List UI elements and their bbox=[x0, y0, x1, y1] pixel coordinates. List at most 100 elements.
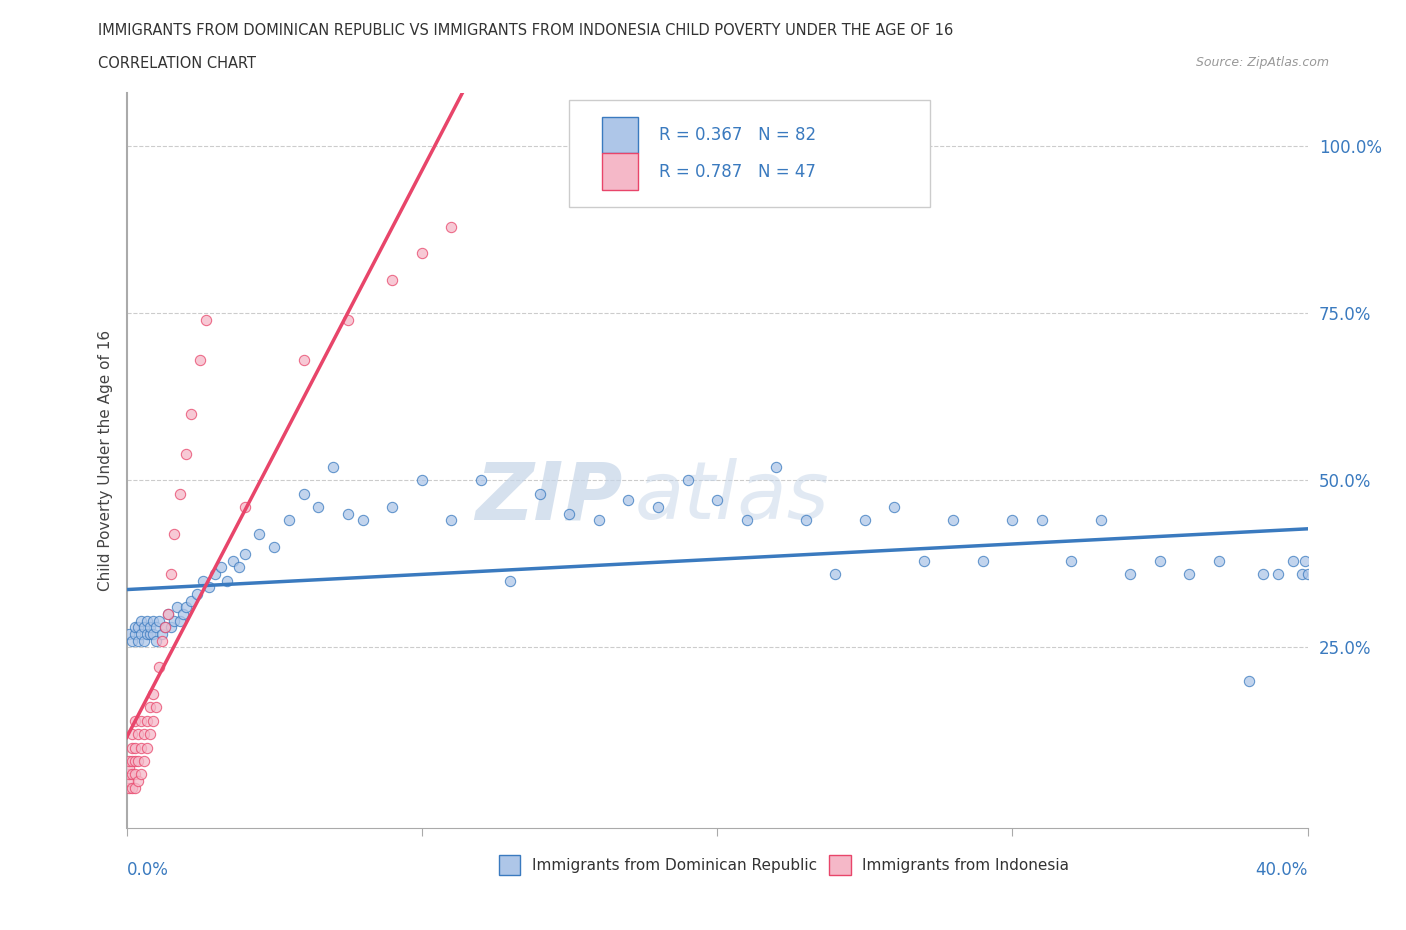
Point bbox=[118, 780, 141, 795]
Point bbox=[118, 627, 141, 642]
Point bbox=[706, 493, 728, 508]
Point bbox=[1253, 566, 1275, 581]
Point bbox=[381, 499, 404, 514]
Point bbox=[204, 566, 226, 581]
Point bbox=[1060, 553, 1083, 568]
Point bbox=[1149, 553, 1171, 568]
Point bbox=[1237, 673, 1260, 688]
Point bbox=[150, 627, 173, 642]
Point bbox=[352, 513, 374, 528]
Point bbox=[156, 606, 179, 621]
Point bbox=[134, 726, 156, 741]
Point bbox=[139, 627, 162, 642]
Point bbox=[322, 459, 344, 474]
Point bbox=[381, 272, 404, 287]
Point bbox=[139, 726, 162, 741]
Point bbox=[118, 774, 141, 789]
Point bbox=[136, 627, 159, 642]
Point bbox=[228, 560, 250, 575]
Point bbox=[134, 753, 156, 768]
Point bbox=[1001, 513, 1024, 528]
Point bbox=[153, 620, 176, 635]
Point bbox=[118, 760, 141, 775]
Point bbox=[233, 499, 256, 514]
Point bbox=[794, 513, 817, 528]
Point bbox=[195, 312, 218, 327]
Point bbox=[180, 593, 202, 608]
Point bbox=[124, 753, 146, 768]
Point bbox=[222, 553, 245, 568]
Point bbox=[169, 486, 191, 501]
Point bbox=[588, 513, 610, 528]
Text: Immigrants from Indonesia: Immigrants from Indonesia bbox=[862, 857, 1070, 872]
Point bbox=[169, 613, 191, 628]
Point bbox=[617, 493, 640, 508]
Point bbox=[121, 753, 143, 768]
Point bbox=[180, 406, 202, 421]
Point bbox=[233, 547, 256, 562]
Point bbox=[160, 620, 183, 635]
Point bbox=[148, 660, 170, 675]
Point bbox=[411, 246, 433, 260]
Point bbox=[163, 526, 186, 541]
Text: Immigrants from Dominican Republic: Immigrants from Dominican Republic bbox=[531, 857, 817, 872]
Point bbox=[186, 587, 208, 602]
Bar bbox=[830, 855, 851, 875]
Point bbox=[1119, 566, 1142, 581]
Text: Source: ZipAtlas.com: Source: ZipAtlas.com bbox=[1195, 56, 1329, 69]
Point bbox=[1208, 553, 1230, 568]
Point bbox=[127, 774, 149, 789]
Point bbox=[308, 499, 330, 514]
Point bbox=[292, 486, 315, 501]
Point bbox=[912, 553, 935, 568]
Point bbox=[136, 613, 159, 628]
Point bbox=[249, 526, 271, 541]
Text: R = 0.367   N = 82: R = 0.367 N = 82 bbox=[659, 126, 817, 144]
Point bbox=[972, 553, 994, 568]
Point bbox=[121, 633, 143, 648]
Point bbox=[647, 499, 669, 514]
Point bbox=[411, 473, 433, 488]
Point bbox=[129, 713, 153, 728]
Text: 40.0%: 40.0% bbox=[1256, 861, 1308, 879]
Text: R = 0.787   N = 47: R = 0.787 N = 47 bbox=[659, 163, 815, 180]
Point bbox=[440, 513, 463, 528]
Point bbox=[765, 459, 787, 474]
Point bbox=[215, 573, 238, 588]
Point bbox=[337, 312, 360, 327]
Point bbox=[529, 486, 551, 501]
Point bbox=[127, 726, 149, 741]
Point bbox=[1178, 566, 1201, 581]
Point bbox=[174, 600, 197, 615]
Point bbox=[1296, 566, 1319, 581]
Bar bbox=[603, 153, 638, 190]
Point bbox=[172, 606, 194, 621]
Point bbox=[142, 627, 165, 642]
Point bbox=[440, 219, 463, 234]
Point bbox=[1282, 553, 1305, 568]
Point bbox=[209, 560, 232, 575]
Point bbox=[156, 606, 179, 621]
Point bbox=[150, 633, 173, 648]
Point bbox=[145, 633, 167, 648]
Text: CORRELATION CHART: CORRELATION CHART bbox=[98, 56, 256, 71]
Point bbox=[166, 600, 188, 615]
Point bbox=[139, 700, 162, 715]
Point bbox=[145, 620, 167, 635]
Point bbox=[174, 446, 197, 461]
Point bbox=[127, 753, 149, 768]
Point bbox=[134, 633, 156, 648]
Point bbox=[118, 767, 141, 782]
Point bbox=[188, 352, 212, 367]
Point bbox=[142, 686, 165, 701]
Point bbox=[558, 506, 581, 521]
Point bbox=[278, 513, 301, 528]
Point bbox=[124, 620, 146, 635]
FancyBboxPatch shape bbox=[569, 100, 929, 206]
Point bbox=[163, 613, 186, 628]
Point bbox=[153, 620, 176, 635]
Point bbox=[1267, 566, 1289, 581]
Point bbox=[121, 767, 143, 782]
Point bbox=[142, 613, 165, 628]
Point bbox=[129, 627, 153, 642]
